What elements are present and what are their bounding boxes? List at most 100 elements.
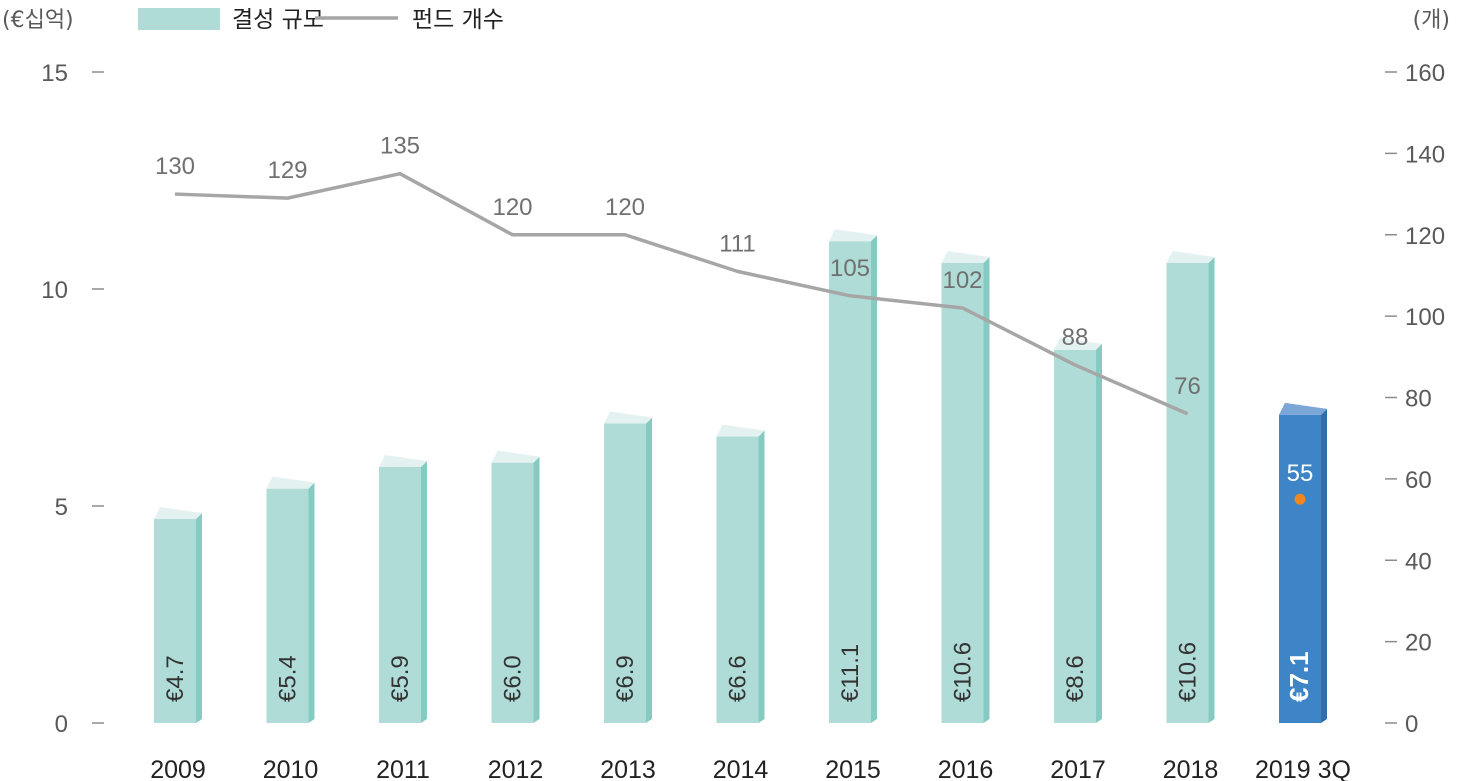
bar-top — [716, 424, 765, 437]
bar-front — [379, 466, 421, 723]
bar-side — [983, 256, 990, 723]
line-value-label: 130 — [155, 153, 195, 180]
bar-front — [491, 462, 534, 723]
left-tick-label: 15 — [41, 60, 68, 87]
bar-side — [1208, 256, 1215, 723]
left-axis: 0 5 10 15 — [41, 60, 104, 738]
legend-line-label: 펀드 개수 — [412, 7, 504, 33]
right-tick-label: 0 — [1405, 711, 1418, 738]
legend-bar-swatch — [138, 8, 220, 30]
bar: €11.1 — [829, 229, 877, 723]
category-label: 2010 — [263, 756, 319, 781]
line-series: 130 129 135 120 120 111 105 102 88 76 55 — [155, 133, 1313, 505]
bar-top — [829, 229, 877, 242]
bar: €5.9 — [379, 454, 427, 723]
bar-top — [154, 507, 202, 520]
bar-side — [196, 513, 202, 723]
bar-side — [871, 235, 877, 723]
legend-bar-label: 결성 규모 — [232, 7, 324, 33]
bar-side — [533, 456, 540, 723]
x-axis: 2009 2010 2011 2012 2013 2014 2015 2016 2017 2018… — [150, 756, 1351, 781]
category-label: 2019 3Q — [1255, 756, 1351, 781]
left-tick-label: 0 — [55, 711, 68, 738]
bar-top — [604, 411, 652, 424]
bar: €6.0 — [491, 450, 540, 723]
bar-front — [716, 436, 759, 723]
bar-side — [308, 482, 315, 723]
bar-top — [491, 450, 540, 463]
bar: €7.1 — [1279, 402, 1327, 723]
line-value-label: 129 — [267, 157, 307, 184]
bar-value-label: €6.0 — [500, 655, 527, 702]
right-tick-label: 100 — [1405, 304, 1445, 331]
bar-value-label: €10.6 — [1175, 642, 1202, 702]
category-label: 2013 — [600, 756, 656, 781]
bar-series: €4.7 €5.4 €5.9 €6.0 €6.9 €6.6 €11.1 €10.6 €8.6 €1… — [154, 229, 1327, 723]
right-tick-label: 40 — [1405, 548, 1432, 575]
bar-front — [1166, 262, 1209, 723]
bar-front — [154, 519, 196, 723]
bar: €6.9 — [604, 411, 652, 723]
left-tick-label: 10 — [41, 277, 68, 304]
line-value-label: 135 — [380, 133, 420, 160]
line-path — [174, 171, 1189, 416]
category-label: 2017 — [1050, 756, 1106, 781]
bar-value-label: €5.4 — [275, 655, 302, 702]
bar-front — [1279, 414, 1321, 723]
bar-value-label: €10.6 — [950, 642, 977, 702]
left-axis-unit: (€십억) — [2, 8, 74, 33]
line-value-label: 88 — [1062, 324, 1089, 351]
bar-side — [758, 430, 765, 723]
bar-value-label: €5.9 — [387, 655, 414, 702]
category-label: 2014 — [713, 756, 769, 781]
right-tick-label: 160 — [1405, 60, 1445, 87]
bar-value-label: €8.6 — [1062, 655, 1089, 702]
bar-top — [1279, 402, 1327, 415]
bar-value-label: €11.1 — [837, 644, 864, 702]
bar-side — [646, 417, 652, 723]
line-value-label: 76 — [1174, 373, 1201, 400]
left-tick-label: 5 — [55, 494, 68, 521]
bar: €10.6 — [941, 250, 990, 723]
bar-value-label: €6.9 — [612, 655, 639, 702]
bar: €5.4 — [266, 476, 315, 723]
line-value-label: 120 — [492, 194, 532, 221]
bar-top — [379, 454, 427, 467]
right-tick-label: 80 — [1405, 386, 1432, 413]
bar-value-label: €6.6 — [725, 655, 752, 702]
bar-front — [266, 488, 309, 723]
bar: €6.6 — [716, 424, 765, 723]
bar: €8.6 — [1054, 337, 1102, 723]
line-value-label: 55 — [1287, 460, 1314, 487]
bar-front — [829, 241, 871, 723]
bar-value-label: €7.1 — [1284, 651, 1314, 702]
line-point — [1294, 493, 1306, 505]
line-value-label: 111 — [719, 230, 755, 257]
bar: €10.6 — [1166, 250, 1215, 723]
bar: €4.7 — [154, 507, 202, 723]
right-tick-label: 20 — [1405, 630, 1432, 657]
bar-top — [266, 476, 315, 489]
line-value-label: 102 — [942, 267, 982, 294]
bar-side — [1321, 408, 1327, 723]
bar-front — [604, 423, 646, 723]
category-label: 2018 — [1163, 756, 1219, 781]
line-value-label: 105 — [830, 255, 870, 282]
bar-side — [1096, 343, 1102, 723]
right-tick-label: 140 — [1405, 141, 1445, 168]
bar-front — [941, 262, 984, 723]
legend: 결성 규모 펀드 개수 — [138, 7, 504, 33]
right-tick-label: 120 — [1405, 223, 1445, 250]
right-tick-label: 60 — [1405, 467, 1432, 494]
right-axis-unit: (개) — [1413, 8, 1450, 33]
bar-front — [1054, 349, 1096, 723]
bar-value-label: €4.7 — [162, 655, 189, 702]
right-axis: 0 20 40 60 80 100 120 140 160 — [1385, 60, 1445, 738]
category-label: 2016 — [938, 756, 994, 781]
bar-top — [1054, 337, 1102, 350]
bar-top — [941, 250, 990, 263]
bar-side — [421, 460, 427, 723]
line-value-label: 120 — [605, 194, 645, 221]
